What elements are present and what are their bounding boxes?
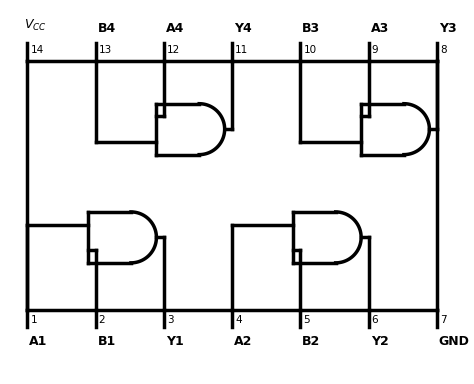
Text: 11: 11 xyxy=(235,45,248,55)
Text: 6: 6 xyxy=(372,315,378,325)
Text: Y3: Y3 xyxy=(439,22,456,35)
Text: 7: 7 xyxy=(440,315,447,325)
Text: 2: 2 xyxy=(99,315,105,325)
Text: $V_{CC}$: $V_{CC}$ xyxy=(24,18,46,33)
Text: 8: 8 xyxy=(440,45,447,55)
Text: Y2: Y2 xyxy=(371,335,388,348)
Text: A3: A3 xyxy=(371,22,389,35)
Text: GND: GND xyxy=(439,335,470,348)
Text: 10: 10 xyxy=(303,45,317,55)
Text: B3: B3 xyxy=(302,22,320,35)
Text: Y1: Y1 xyxy=(166,335,183,348)
Text: 3: 3 xyxy=(167,315,173,325)
Text: A2: A2 xyxy=(234,335,253,348)
Text: 14: 14 xyxy=(30,45,44,55)
Text: Y4: Y4 xyxy=(234,22,252,35)
Text: A1: A1 xyxy=(29,335,48,348)
Text: A4: A4 xyxy=(166,22,184,35)
Text: 5: 5 xyxy=(303,315,310,325)
Text: B4: B4 xyxy=(98,22,116,35)
Text: 9: 9 xyxy=(372,45,378,55)
Text: 12: 12 xyxy=(167,45,180,55)
Text: 1: 1 xyxy=(30,315,37,325)
Text: 13: 13 xyxy=(99,45,112,55)
Text: 4: 4 xyxy=(235,315,242,325)
Text: B1: B1 xyxy=(98,335,116,348)
Text: B2: B2 xyxy=(302,335,320,348)
